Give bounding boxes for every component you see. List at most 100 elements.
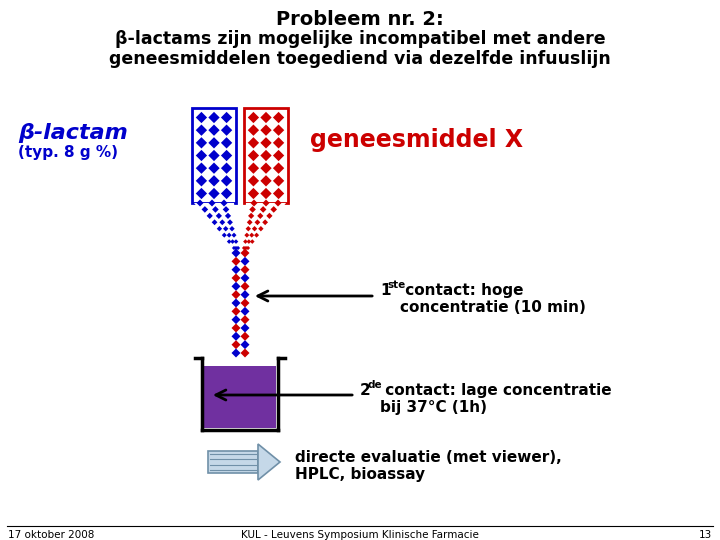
Polygon shape xyxy=(232,332,240,341)
Polygon shape xyxy=(258,444,280,480)
Polygon shape xyxy=(227,233,232,238)
Text: 13: 13 xyxy=(698,530,712,540)
Text: de: de xyxy=(368,380,382,390)
Polygon shape xyxy=(208,137,220,148)
Polygon shape xyxy=(248,188,259,199)
Polygon shape xyxy=(273,163,284,174)
Polygon shape xyxy=(216,213,222,219)
Polygon shape xyxy=(232,233,236,238)
Polygon shape xyxy=(251,199,258,206)
Polygon shape xyxy=(232,340,240,349)
Polygon shape xyxy=(240,282,250,291)
Polygon shape xyxy=(248,150,259,161)
Polygon shape xyxy=(221,137,233,148)
Polygon shape xyxy=(236,246,240,250)
Polygon shape xyxy=(243,239,248,244)
Polygon shape xyxy=(249,233,254,238)
Polygon shape xyxy=(248,163,259,174)
Polygon shape xyxy=(261,137,271,148)
Polygon shape xyxy=(261,163,271,174)
Polygon shape xyxy=(227,239,231,244)
Polygon shape xyxy=(240,248,250,258)
Polygon shape xyxy=(225,213,231,219)
Polygon shape xyxy=(240,307,250,316)
Polygon shape xyxy=(261,188,271,199)
Polygon shape xyxy=(248,137,259,148)
Polygon shape xyxy=(232,273,240,282)
Polygon shape xyxy=(208,188,220,199)
Polygon shape xyxy=(197,199,204,206)
Polygon shape xyxy=(230,239,235,244)
Polygon shape xyxy=(273,112,284,123)
Polygon shape xyxy=(248,213,254,219)
Polygon shape xyxy=(234,239,238,244)
Polygon shape xyxy=(232,307,240,316)
Polygon shape xyxy=(209,199,215,206)
Polygon shape xyxy=(252,226,257,232)
Polygon shape xyxy=(221,112,233,123)
Polygon shape xyxy=(273,125,284,136)
Polygon shape xyxy=(254,233,259,238)
Polygon shape xyxy=(222,233,227,238)
Bar xyxy=(208,451,258,473)
Bar xyxy=(192,108,236,203)
Polygon shape xyxy=(232,248,240,258)
Text: (typ. 8 g %): (typ. 8 g %) xyxy=(18,145,118,160)
Text: β-lactams zijn mogelijke incompatibel met andere: β-lactams zijn mogelijke incompatibel me… xyxy=(114,30,606,48)
Polygon shape xyxy=(261,112,271,123)
Polygon shape xyxy=(194,203,241,248)
Text: 2: 2 xyxy=(360,383,371,398)
Text: Probleem nr. 2:: Probleem nr. 2: xyxy=(276,10,444,29)
Polygon shape xyxy=(261,125,271,136)
Polygon shape xyxy=(221,150,233,161)
Polygon shape xyxy=(234,246,238,250)
Polygon shape xyxy=(240,323,250,333)
Polygon shape xyxy=(212,219,217,225)
Polygon shape xyxy=(273,137,284,148)
Polygon shape xyxy=(261,150,271,161)
Polygon shape xyxy=(232,265,240,274)
Polygon shape xyxy=(249,206,256,213)
Polygon shape xyxy=(232,257,240,266)
Text: contact: lage concentratie
bij 37°C (1h): contact: lage concentratie bij 37°C (1h) xyxy=(380,383,611,415)
Polygon shape xyxy=(244,246,248,250)
Polygon shape xyxy=(248,125,259,136)
Polygon shape xyxy=(221,163,233,174)
Polygon shape xyxy=(217,226,222,232)
Text: 17 oktober 2008: 17 oktober 2008 xyxy=(8,530,94,540)
Polygon shape xyxy=(248,112,259,123)
Polygon shape xyxy=(242,246,246,250)
Polygon shape xyxy=(240,348,250,357)
Polygon shape xyxy=(246,239,251,244)
Polygon shape xyxy=(232,348,240,357)
Polygon shape xyxy=(232,315,240,324)
Text: directe evaluatie (met viewer),
HPLC, bioassay: directe evaluatie (met viewer), HPLC, bi… xyxy=(295,450,562,482)
Polygon shape xyxy=(240,290,250,299)
Polygon shape xyxy=(255,219,261,225)
Polygon shape xyxy=(196,137,207,148)
Text: contact: hoge
concentratie (10 min): contact: hoge concentratie (10 min) xyxy=(400,283,586,315)
Bar xyxy=(204,366,276,428)
Polygon shape xyxy=(196,112,207,123)
Polygon shape xyxy=(229,226,235,232)
Polygon shape xyxy=(258,226,264,232)
Polygon shape xyxy=(232,323,240,333)
Bar xyxy=(231,248,249,358)
Text: geneesmiddel X: geneesmiddel X xyxy=(310,128,523,152)
Polygon shape xyxy=(227,219,233,225)
Polygon shape xyxy=(242,203,286,248)
Polygon shape xyxy=(232,290,240,299)
Polygon shape xyxy=(221,175,233,186)
Polygon shape xyxy=(202,206,208,213)
Polygon shape xyxy=(274,199,282,206)
Polygon shape xyxy=(221,125,233,136)
Polygon shape xyxy=(246,246,250,250)
Polygon shape xyxy=(232,282,240,291)
Polygon shape xyxy=(208,163,220,174)
Text: KUL - Leuvens Symposium Klinische Farmacie: KUL - Leuvens Symposium Klinische Farmac… xyxy=(241,530,479,540)
Polygon shape xyxy=(250,239,255,244)
Polygon shape xyxy=(257,213,264,219)
Polygon shape xyxy=(196,150,207,161)
Polygon shape xyxy=(247,219,253,225)
Polygon shape xyxy=(212,206,219,213)
